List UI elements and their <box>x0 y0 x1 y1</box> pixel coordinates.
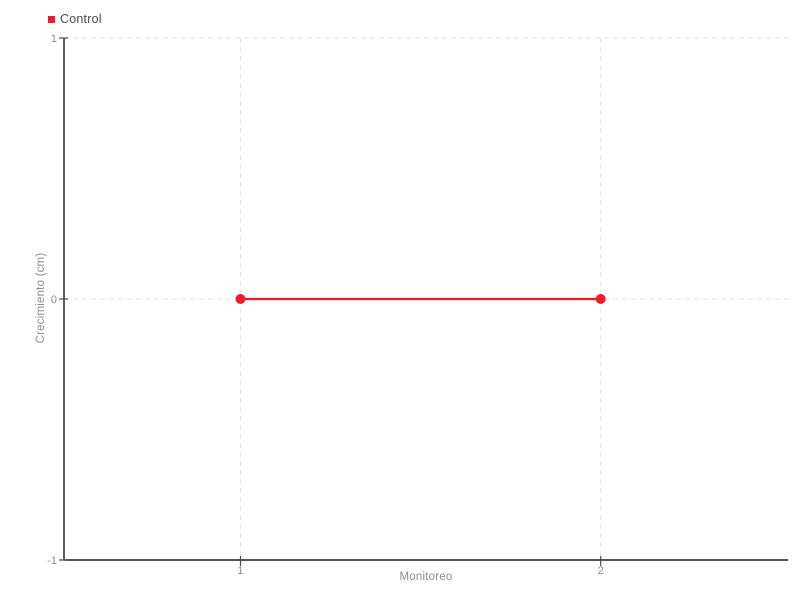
x-tick-label: 1 <box>237 565 243 577</box>
y-axis-title: Crecimiento (cm) <box>35 252 47 344</box>
data-point-marker <box>595 294 606 304</box>
legend: Control <box>48 13 102 26</box>
legend-label: Control <box>60 12 102 26</box>
x-axis-title: Monitoreo <box>399 571 453 583</box>
y-tick-label: -1 <box>47 555 57 567</box>
data-point-marker <box>235 294 246 304</box>
y-tick-label: 1 <box>51 33 57 45</box>
y-tick-label: 0 <box>51 294 57 306</box>
x-tick-label: 2 <box>598 565 604 577</box>
legend-marker-square <box>48 15 55 23</box>
